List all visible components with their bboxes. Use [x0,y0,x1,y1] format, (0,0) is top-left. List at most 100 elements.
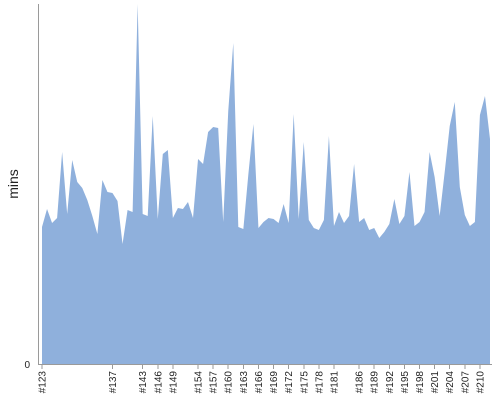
data-point [388,223,391,226]
x-tick-label: #201 [430,371,441,394]
data-point [116,200,119,203]
data-point [343,222,346,225]
data-point [403,215,406,218]
x-tick-label: #207 [460,371,471,394]
data-point [368,229,371,232]
data-point [41,226,44,229]
data-point [413,225,416,228]
data-point [383,231,386,234]
data-point [423,211,426,214]
data-point [71,159,74,162]
y-axis-label: mins [5,169,21,199]
data-point [51,222,54,225]
x-tick-label: #137 [108,371,119,394]
data-point [448,125,451,128]
data-point [186,201,189,204]
x-tick-label: #160 [224,371,235,394]
data-point [438,215,441,218]
data-point [317,229,320,232]
data-point [76,181,79,184]
data-point [463,214,466,217]
data-point [61,151,64,154]
data-point [237,226,240,229]
x-tick-label: #149 [168,371,179,394]
data-point [458,186,461,189]
x-axis-ticks: #123 #137 #143 #146 #149 #154 #157 #160 #163 #166… [38,364,486,394]
x-tick-label: #192 [385,371,396,394]
data-point [171,217,174,220]
data-point [192,217,195,220]
data-point [489,138,492,141]
data-point [131,211,134,214]
data-point [297,218,300,221]
plot-area [41,3,492,364]
x-tick-label: #181 [330,371,341,394]
data-point [181,208,184,211]
data-point [358,221,361,224]
x-tick-label: #195 [400,371,411,394]
x-tick-label: #157 [209,371,220,394]
x-tick-label: #198 [415,371,426,394]
data-point [242,228,245,231]
data-point [272,218,275,221]
data-point [418,221,421,224]
data-point [453,101,456,104]
data-point [262,221,265,224]
x-tick-label: #210 [475,371,486,394]
data-point [428,151,431,154]
x-tick-label: #169 [269,371,280,394]
data-point [337,211,340,214]
data-point [86,199,89,202]
data-point [363,217,366,220]
data-point [307,219,310,222]
x-tick-label: #143 [138,371,149,394]
data-point [398,223,401,226]
x-tick-label: #166 [254,371,265,394]
data-point [227,110,230,113]
data-point [443,171,446,174]
data-point [141,213,144,216]
x-tick-label: #189 [370,371,381,394]
data-point [468,225,471,228]
x-tick-label: #178 [314,371,325,394]
x-tick-label: #175 [299,371,310,394]
data-point [81,187,84,190]
data-point [292,113,295,116]
x-tick-label: #186 [355,371,366,394]
data-point [378,237,381,240]
data-point [222,221,225,224]
data-point [277,222,280,225]
x-tick-label: #163 [239,371,250,394]
data-point [106,191,109,194]
data-point [111,192,114,195]
data-point [252,123,255,126]
data-point [197,158,200,161]
series-area [42,4,490,364]
data-point [332,225,335,228]
data-point [473,221,476,224]
data-point [302,141,305,144]
data-point [393,198,396,201]
data-point [478,114,481,117]
data-point [373,227,376,230]
data-point [282,203,285,206]
data-point [257,227,260,230]
data-point [312,227,315,230]
data-point [353,163,356,166]
data-point [91,215,94,218]
data-point [327,135,330,138]
data-point [207,131,210,134]
y-tick-label: 0 [24,360,30,371]
data-point [56,217,59,220]
data-point [408,171,411,174]
data-point [126,209,129,212]
data-point [287,222,290,225]
data-point [101,179,104,182]
data-point [156,218,159,221]
data-point [136,3,139,6]
x-tick-label: #172 [284,371,295,394]
data-point [433,176,436,179]
data-point [348,215,351,218]
x-tick-label: #146 [153,371,164,394]
